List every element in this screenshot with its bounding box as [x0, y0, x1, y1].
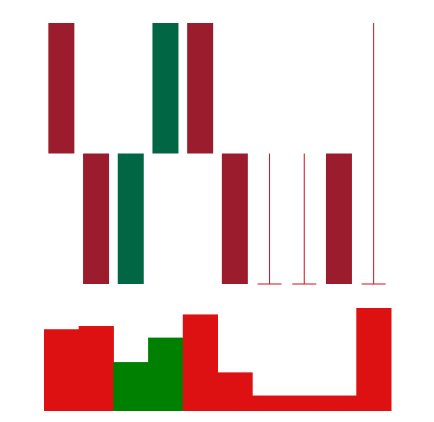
- volume-bar: [148, 337, 184, 411]
- volume-bar: [286, 395, 323, 411]
- candle-body-up: [117, 153, 144, 284]
- volume-bar: [44, 329, 80, 411]
- volume-bar: [182, 314, 218, 411]
- volume-bar: [252, 395, 288, 411]
- volume-bar: [113, 362, 149, 411]
- volume-bar: [321, 395, 357, 411]
- candle-body-down: [187, 23, 214, 154]
- volume-bar: [78, 326, 114, 411]
- candle-body-down: [325, 153, 352, 284]
- volume-layer: [44, 308, 392, 411]
- candle-body-down: [83, 153, 110, 284]
- volume-bar: [217, 372, 253, 411]
- candle-body-up: [152, 23, 179, 154]
- candle-body-down: [48, 23, 75, 154]
- volume-bar: [356, 308, 392, 411]
- candles-layer: [48, 23, 386, 285]
- candle-body-down: [221, 153, 248, 284]
